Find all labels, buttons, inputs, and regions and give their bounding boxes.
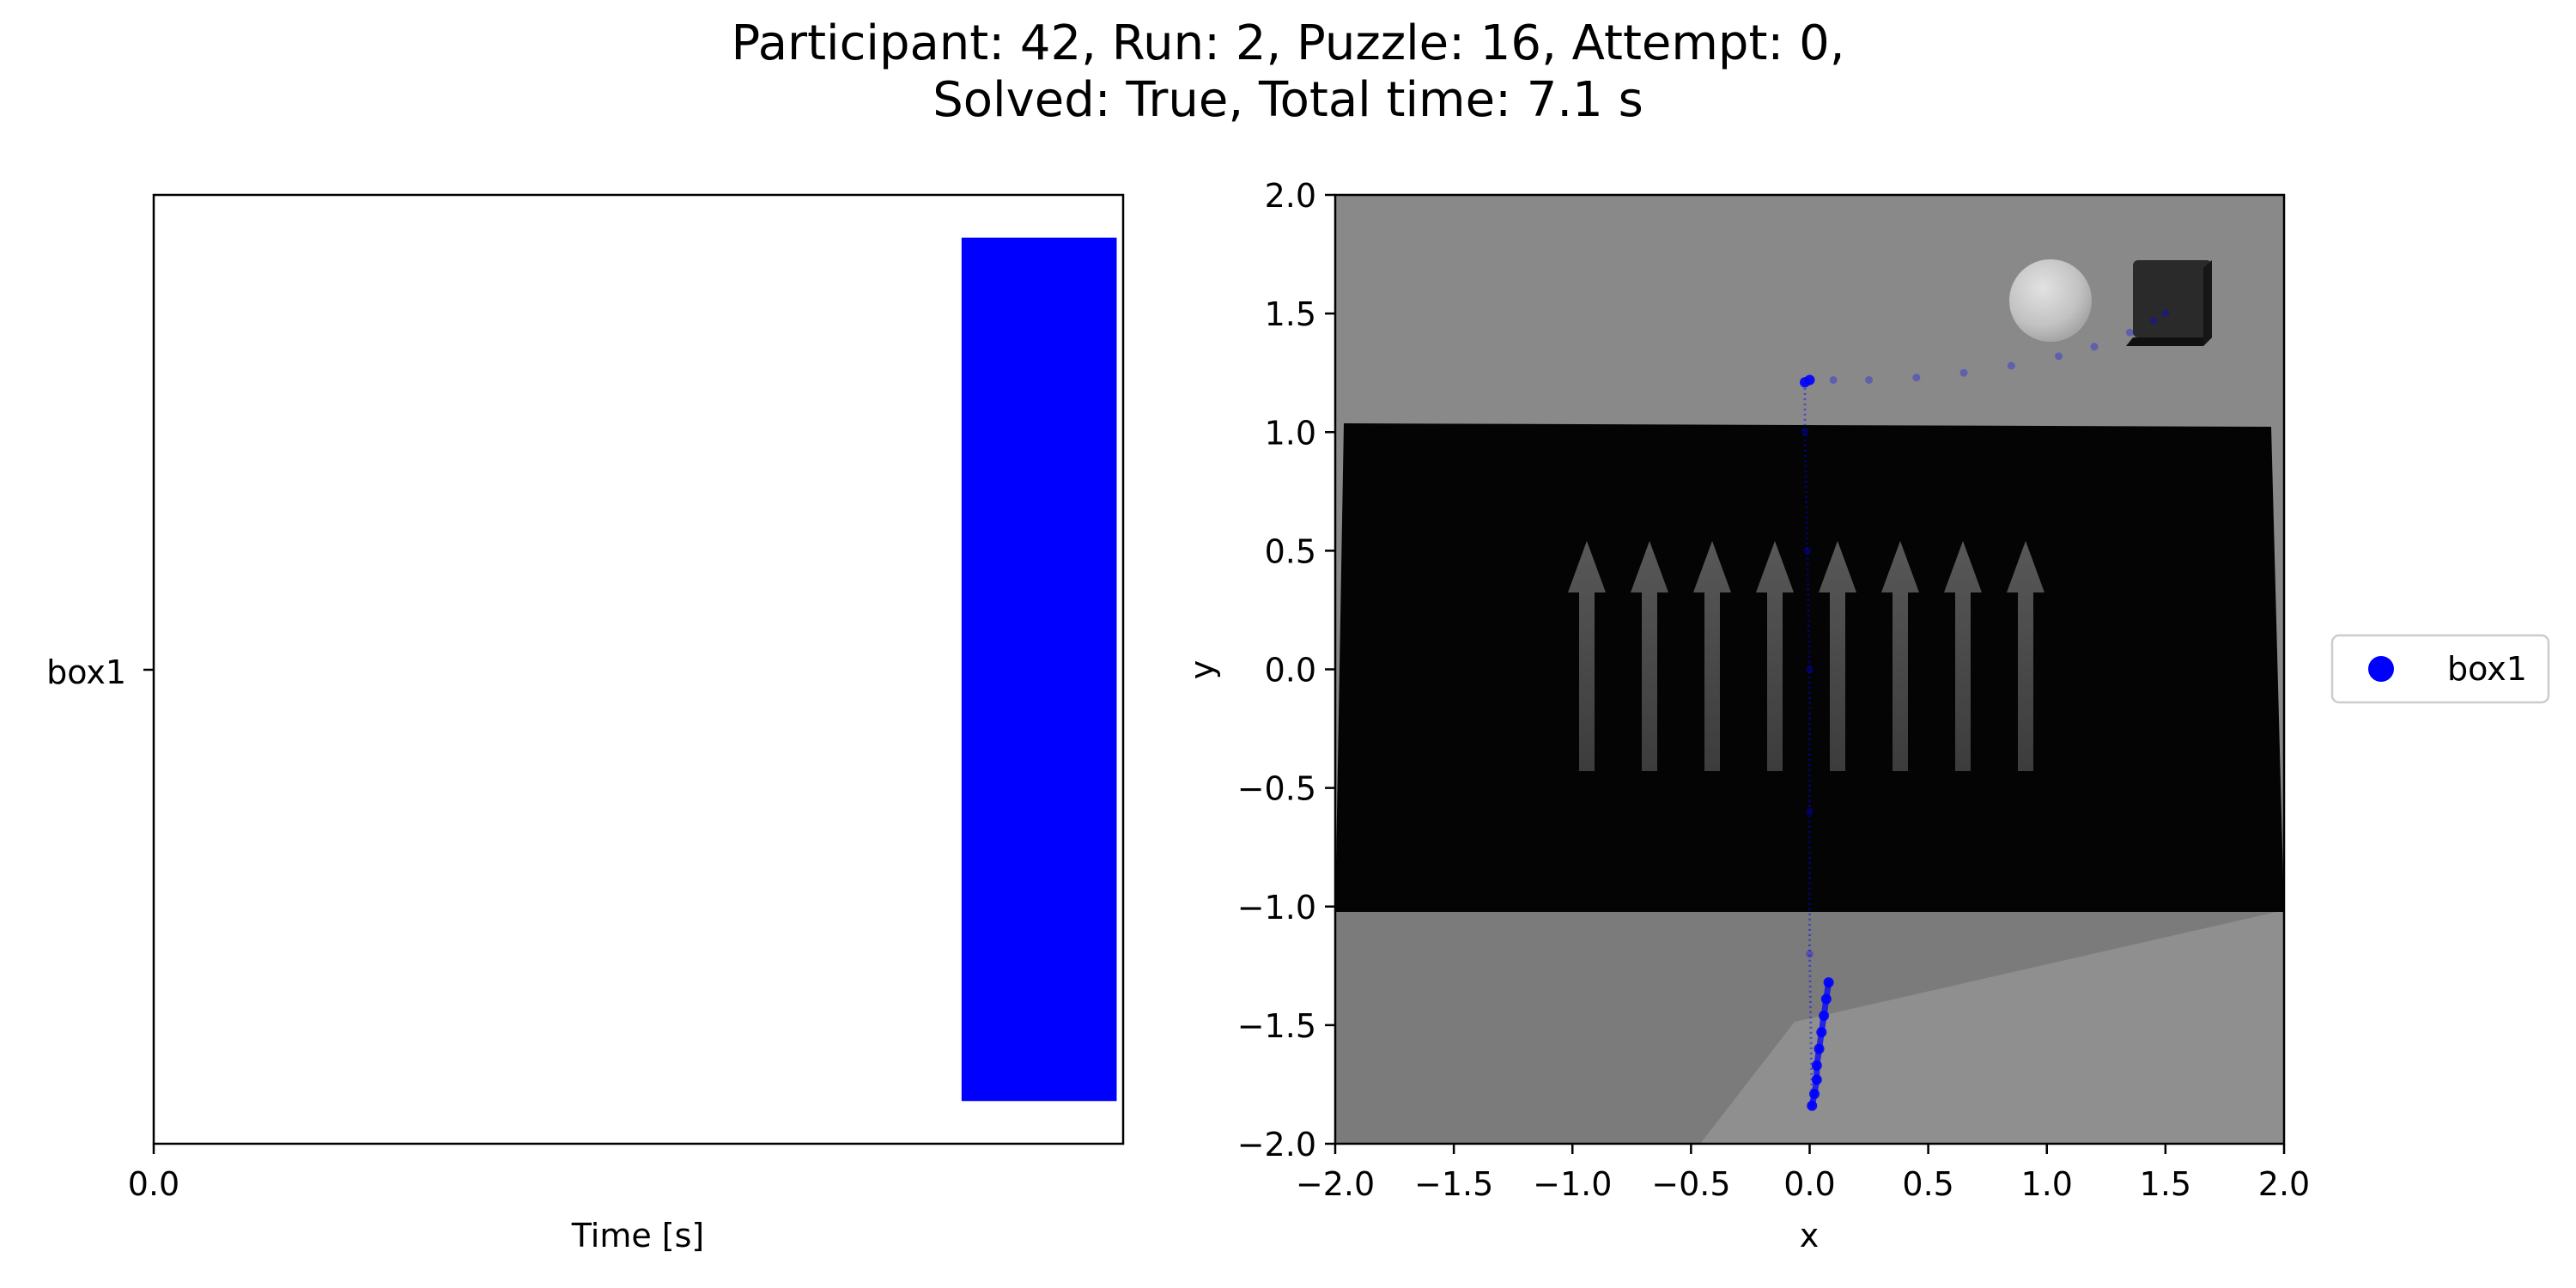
up-arrow-icon [2007, 541, 2044, 771]
up-arrow-icon [1944, 541, 1982, 771]
trajectory-point [1819, 1010, 1830, 1021]
trajectory-point [1811, 1074, 1822, 1085]
up-arrow-icon [1819, 541, 1856, 771]
y-tick-label: −1.0 [1237, 889, 1316, 927]
x-tick-label: 1.0 [2021, 1165, 2073, 1203]
trajectory-point [1811, 1060, 1822, 1071]
trajectory-point [1804, 374, 1815, 386]
x-tick-label-0: 0.0 [128, 1165, 179, 1203]
trajectory-point [1801, 428, 1809, 436]
legend-label-box1: box1 [2447, 650, 2527, 688]
x-tick-label: −1.5 [1414, 1165, 1493, 1203]
trajectory-point [1823, 977, 1834, 988]
trajectory-chart: −2.0 −1.5 −1.0 −0.5 0.0 0.5 1.0 1.5 2.0 −2.0 −1.5… [1183, 177, 2310, 1255]
y-tick-label: 0.5 [1265, 532, 1316, 570]
up-arrow-icon [1693, 541, 1731, 771]
conveyor-belt [1335, 423, 2284, 912]
y-tick-label: 2.0 [1265, 177, 1316, 215]
x-tick-label: 0.5 [1902, 1165, 1953, 1203]
x-tick-label: −2.0 [1296, 1165, 1375, 1203]
trajectory-point [1809, 1088, 1820, 1099]
x-tick-label: 2.0 [2258, 1165, 2310, 1203]
trajectory-point [2055, 352, 2063, 361]
trajectory-point [2125, 328, 2134, 337]
x-tick-label: 1.5 [2140, 1165, 2191, 1203]
timeline-chart: box1 0.0 Time [s] [46, 193, 1125, 1255]
up-arrow-icon [1568, 541, 1606, 771]
x-axis-ticks: −2.0 −1.5 −1.0 −0.5 0.0 0.5 1.0 1.5 2.0 [1296, 1144, 2310, 1203]
trajectory-point [1820, 993, 1832, 1005]
y-tick-label-box1: box1 [46, 653, 126, 691]
trajectory-point [1806, 950, 1814, 958]
y-axis-ticks: −2.0 −1.5 −1.0 −0.5 0.0 0.5 1.0 1.5 2.0 [1237, 177, 1335, 1163]
trajectory-point [1806, 807, 1814, 816]
bar-box1 [961, 237, 1117, 1102]
trajectory-point [2007, 361, 2015, 370]
y-tick-label: −2.0 [1237, 1126, 1316, 1163]
trajectory-point [1816, 1027, 1827, 1038]
legend: box1 [2330, 634, 2550, 704]
x-tick-label: −0.5 [1651, 1165, 1730, 1203]
y-tick-label: −1.5 [1237, 1007, 1316, 1045]
scene-background-image [1335, 195, 2284, 1144]
legend-frame [2330, 634, 2550, 704]
trajectory-point [2149, 316, 2158, 325]
y-tick-label: 0.0 [1265, 652, 1316, 690]
up-arrow-icon [1756, 541, 1794, 771]
y-tick-label: −0.5 [1237, 770, 1316, 808]
y-tick-label: 1.0 [1265, 414, 1316, 452]
trajectory-point [1806, 665, 1814, 673]
trajectory-point [1912, 374, 1921, 382]
trajectory-point [1829, 375, 1838, 384]
legend-marker-box1 [2368, 656, 2394, 682]
figure-title-line-1: Participant: 42, Run: 2, Puzzle: 16, Att… [731, 15, 1845, 71]
trajectory-point [2090, 343, 2099, 351]
x-tick-label: −1.0 [1533, 1165, 1612, 1203]
up-arrow-icon [1631, 541, 1668, 771]
trajectory-point [2161, 309, 2170, 318]
trajectory-point [1959, 368, 1968, 377]
y-tick-label: 1.5 [1265, 295, 1316, 333]
trajectory-point [1807, 1100, 1818, 1111]
trajectory-point [1814, 1043, 1825, 1054]
arrow-icons [1568, 541, 2044, 771]
figure-title-line-2: Solved: True, Total time: 7.1 s [933, 72, 1643, 128]
trajectory-point [1865, 375, 1874, 384]
box-object [2126, 260, 2212, 346]
x-tick-label: 0.0 [1783, 1165, 1835, 1203]
x-axis-label-time: Time [s] [571, 1217, 705, 1255]
up-arrow-icon [1881, 541, 1919, 771]
y-axis-label-y: y [1183, 660, 1221, 680]
trajectory-point [1803, 546, 1812, 555]
trajectory-points [1799, 309, 2170, 1111]
x-axis-label-x: x [1800, 1217, 1820, 1255]
sphere-object [2009, 259, 2092, 342]
